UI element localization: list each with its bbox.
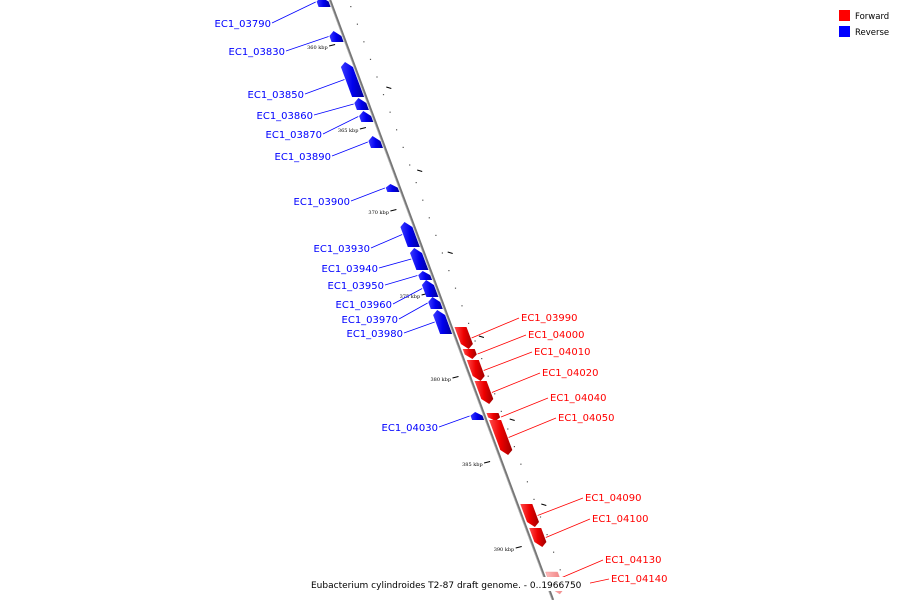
ruler-label: 375 kbp: [400, 294, 421, 300]
ruler-ticks: 360 kbp 365 kbp 370 kbp 375 kbp 380 kbp 385 k…: [307, 44, 579, 591]
gene-label-ec1_04090[interactable]: EC1_04090: [585, 493, 641, 504]
gene-ec1_03790[interactable]: [316, 0, 331, 7]
gene-ec1_03930[interactable]: [400, 222, 420, 247]
gene-labels: EC1_03790 EC1_03830 EC1_03850 EC1_03860 EC1_…: [215, 19, 668, 585]
gene-ec1_03960[interactable]: [421, 280, 439, 297]
gene-ec1_03980[interactable]: [433, 310, 453, 334]
gene-label-ec1_03830[interactable]: EC1_03830: [229, 47, 285, 58]
gene-ec1_04100[interactable]: [529, 528, 547, 547]
ruler-label: 380 kbp: [431, 377, 452, 383]
gene-label-ec1_04020[interactable]: EC1_04020: [542, 368, 598, 379]
reverse-swatch: [839, 26, 850, 37]
gene-label-ec1_04040[interactable]: EC1_04040: [550, 393, 606, 404]
forward-swatch: [839, 10, 850, 21]
gene-label-ec1_04010[interactable]: EC1_04010: [534, 347, 590, 358]
gene-ec1_03850[interactable]: [340, 62, 365, 97]
gene-label-ec1_04050[interactable]: EC1_04050: [558, 413, 614, 424]
ruler-label: 390 kbp: [494, 547, 515, 553]
gene-ec1_03990[interactable]: [454, 327, 473, 349]
gene-ec1_03870[interactable]: [359, 111, 374, 122]
gene-ec1_03860[interactable]: [354, 98, 369, 110]
gene-ec1_03900[interactable]: [385, 184, 400, 192]
gene-label-ec1_03950[interactable]: EC1_03950: [328, 281, 384, 292]
legend-reverse-label: Reverse: [855, 28, 889, 38]
gene-label-ec1_03960[interactable]: EC1_03960: [336, 300, 392, 311]
ruler-label: 360 kbp: [307, 45, 328, 51]
gene-ec1_04040[interactable]: [486, 413, 501, 421]
gene-label-ec1_04030[interactable]: EC1_04030: [382, 423, 438, 434]
gene-ec1_04050[interactable]: [489, 420, 513, 455]
gene-label-ec1_04000[interactable]: EC1_04000: [528, 330, 584, 341]
gene-ec1_03890[interactable]: [368, 136, 383, 148]
gene-ec1_04000[interactable]: [462, 349, 477, 359]
gene-ec1_03830[interactable]: [329, 31, 344, 42]
map-caption: Eubacterium cylindroides T2-87 draft gen…: [311, 581, 582, 591]
minor-tick-dots: [350, 6, 568, 588]
gene-label-ec1_03980[interactable]: EC1_03980: [347, 329, 403, 340]
gene-label-ec1_04140[interactable]: EC1_04140: [611, 574, 667, 585]
ruler-label: 385 kbp: [462, 462, 483, 468]
ruler-label: 370 kbp: [368, 210, 389, 216]
gene-label-ec1_04100[interactable]: EC1_04100: [592, 514, 648, 525]
gene-label-ec1_03990[interactable]: EC1_03990: [521, 313, 577, 324]
gene-label-ec1_03790[interactable]: EC1_03790: [215, 19, 271, 30]
gene-ec1_04020[interactable]: [474, 381, 494, 404]
legend-forward-label: Forward: [855, 12, 889, 22]
legend: Forward Reverse: [839, 10, 889, 38]
gene-label-ec1_04130[interactable]: EC1_04130: [605, 555, 661, 566]
gene-label-ec1_03860[interactable]: EC1_03860: [257, 111, 313, 122]
gene-label-ec1_03970[interactable]: EC1_03970: [342, 315, 398, 326]
gene-features: [316, 0, 565, 595]
genome-backbone: [328, 0, 555, 600]
label-leader-lines: [271, 1, 610, 589]
gene-label-ec1_03900[interactable]: EC1_03900: [294, 197, 350, 208]
gene-ec1_04030[interactable]: [470, 412, 485, 420]
gene-label-ec1_03850[interactable]: EC1_03850: [248, 90, 304, 101]
gene-label-ec1_03930[interactable]: EC1_03930: [314, 244, 370, 255]
gene-ec1_03970[interactable]: [428, 297, 443, 309]
gene-label-ec1_03870[interactable]: EC1_03870: [266, 130, 322, 141]
gene-label-ec1_03890[interactable]: EC1_03890: [275, 152, 331, 163]
gene-ec1_04090[interactable]: [520, 504, 539, 527]
ruler-label: 365 kbp: [338, 128, 359, 134]
caption-backdrop: [305, 577, 590, 591]
gene-ec1_03940[interactable]: [410, 248, 429, 270]
gene-label-ec1_03940[interactable]: EC1_03940: [322, 264, 378, 275]
gene-ec1_04010[interactable]: [466, 360, 485, 381]
gene-ec1_03950[interactable]: [418, 271, 433, 280]
